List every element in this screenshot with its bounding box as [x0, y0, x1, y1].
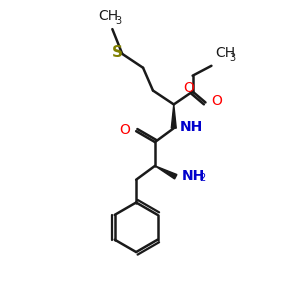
Text: O: O — [183, 81, 194, 94]
Text: 3: 3 — [115, 16, 122, 26]
Text: 2: 2 — [200, 173, 206, 183]
Text: CH: CH — [215, 46, 236, 60]
Polygon shape — [171, 104, 176, 128]
Polygon shape — [155, 166, 177, 179]
Text: O: O — [212, 94, 222, 109]
Text: S: S — [112, 45, 123, 60]
Text: 3: 3 — [229, 53, 236, 63]
Text: CH: CH — [98, 9, 118, 23]
Text: NH: NH — [180, 120, 203, 134]
Text: NH: NH — [182, 169, 205, 183]
Text: O: O — [119, 123, 130, 137]
